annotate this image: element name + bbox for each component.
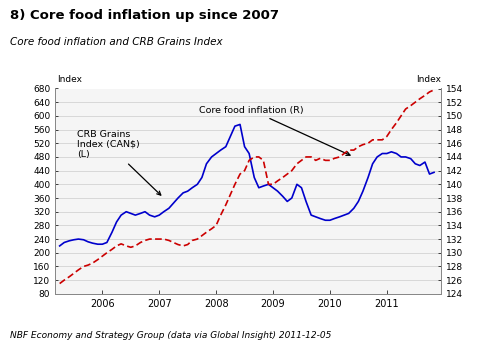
Text: Index: Index	[416, 75, 441, 84]
Text: Core food inflation (R): Core food inflation (R)	[199, 105, 350, 155]
Text: 8) Core food inflation up since 2007: 8) Core food inflation up since 2007	[10, 9, 279, 22]
Text: CRB Grains
Index (CAN$)
(L): CRB Grains Index (CAN$) (L)	[77, 130, 161, 195]
Text: Core food inflation and CRB Grains Index: Core food inflation and CRB Grains Index	[10, 37, 222, 47]
Text: NBF Economy and Strategy Group (data via Global Insight) 2011-12-05: NBF Economy and Strategy Group (data via…	[10, 331, 331, 340]
Text: Index: Index	[57, 75, 82, 84]
